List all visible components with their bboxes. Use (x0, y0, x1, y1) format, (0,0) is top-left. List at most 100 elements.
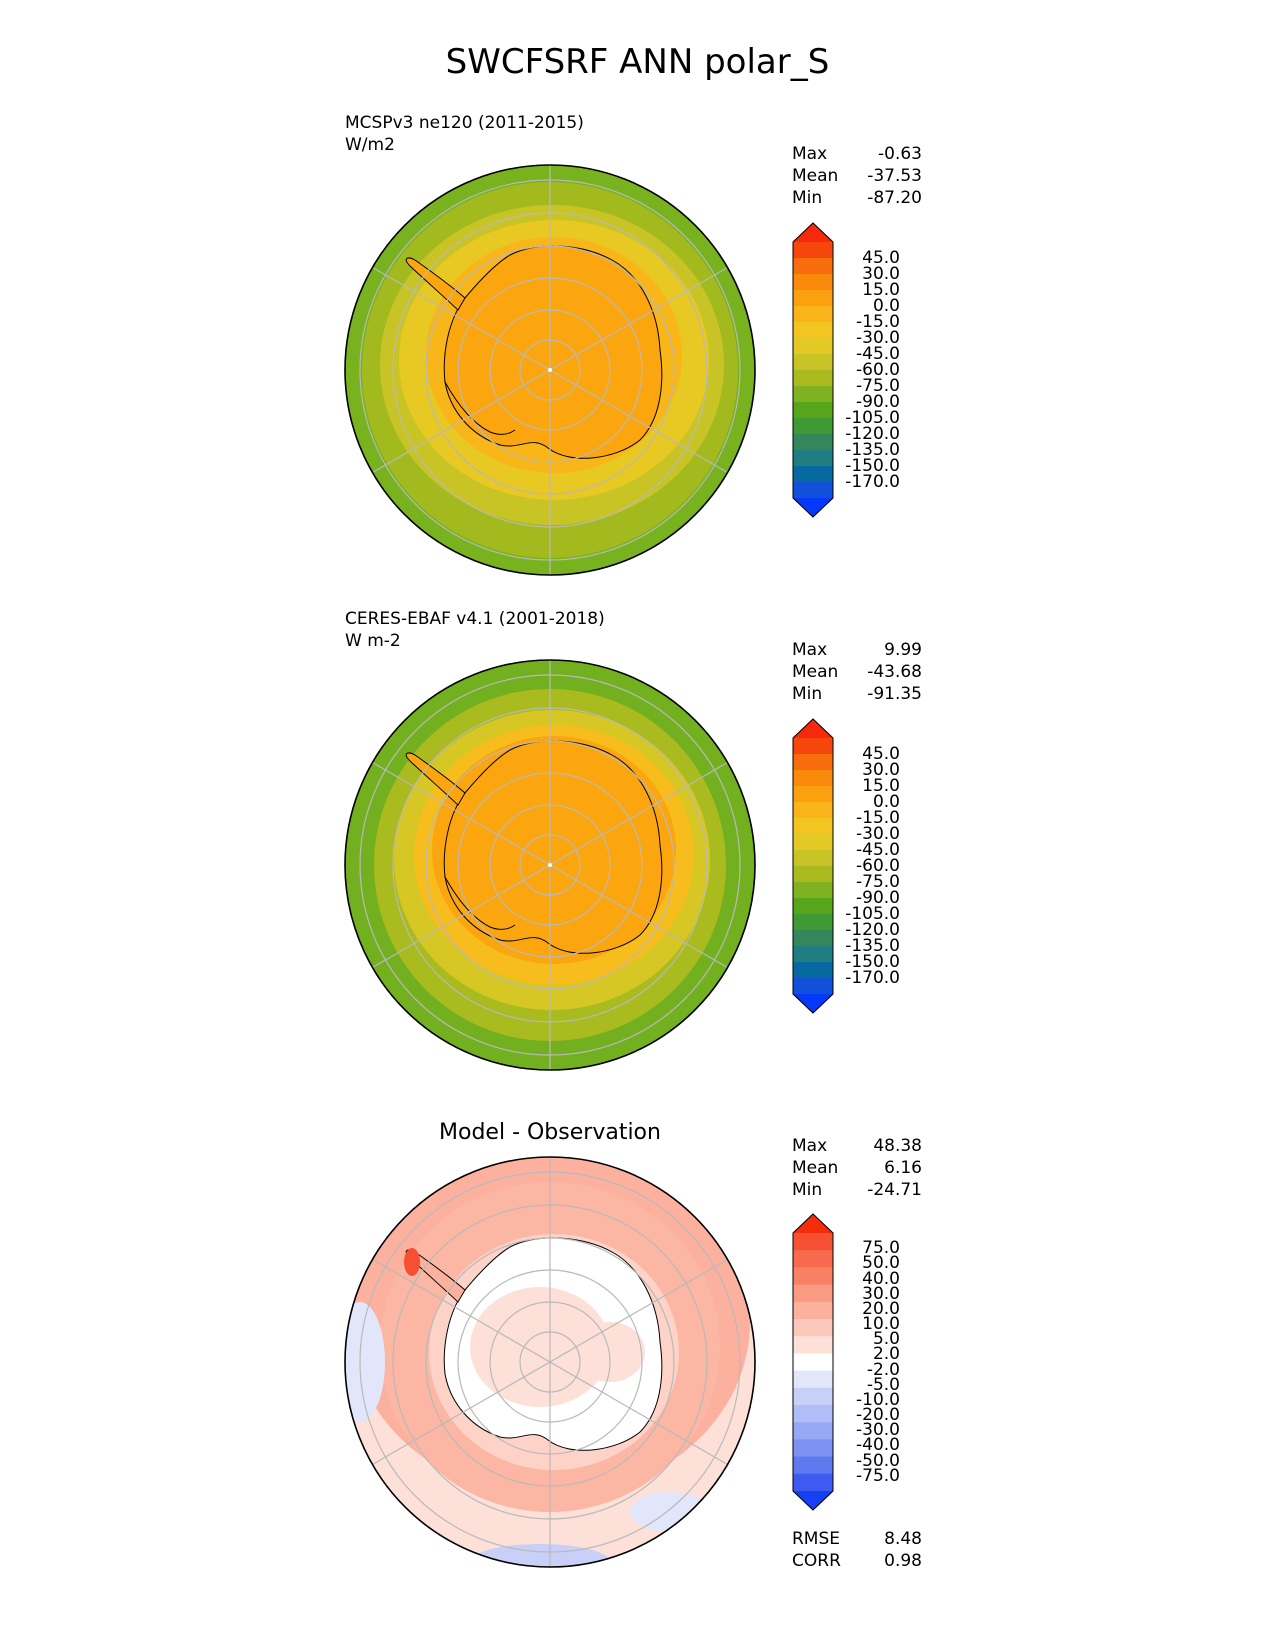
colorbar-segment (793, 786, 833, 803)
colorbar-segment (793, 802, 833, 819)
max-value: 48.38 (873, 1136, 922, 1156)
colorbar-tick-label: -45.0 (856, 840, 900, 860)
colorbar-tick-label: -30.0 (856, 1420, 900, 1441)
colorbar-segment (793, 306, 833, 323)
colorbar-segment (793, 930, 833, 947)
colorbar-segment (793, 242, 833, 259)
panel-3-map (344, 1156, 756, 1568)
colorbar-segment (793, 338, 833, 355)
colorbar-segment (793, 866, 833, 883)
colorbar-segment (793, 946, 833, 963)
min-label: Min (792, 1180, 823, 1200)
panel-1-stats: Max -0.63 Mean -37.53 Min -87.20 (792, 143, 922, 209)
colorbar-segment (793, 818, 833, 835)
colorbar-segment (793, 354, 833, 371)
colorbar-segment (793, 1422, 833, 1440)
panel-1-title: MCSPv3 ne120 (2011-2015) (345, 113, 584, 133)
ross-ice-shelf-coast (444, 381, 516, 435)
colorbar-tick-label: -150.0 (845, 952, 900, 972)
rmse-value: 8.48 (884, 1529, 922, 1549)
colorbar-tick-label: 0.0 (872, 296, 900, 316)
colorbar-segment (793, 1336, 833, 1354)
corr-value: 0.98 (884, 1551, 922, 1571)
colorbar-tick-label: -170.0 (845, 472, 900, 492)
colorbar-segment (793, 1473, 833, 1492)
colorbar-extension-bottom (793, 994, 833, 1013)
colorbar-tick-label: -5.0 (866, 1374, 900, 1395)
colorbar-tick-label: -20.0 (856, 1405, 900, 1426)
colorbar-tick-label: -50.0 (856, 1450, 900, 1471)
colorbar-tick-label: -105.0 (845, 904, 900, 924)
colorbar-tick-label: 75.0 (862, 1238, 900, 1259)
mean-label: Mean (792, 166, 839, 186)
colorbar-tick-label: -75.0 (856, 1465, 900, 1486)
colorbar-segment (793, 434, 833, 451)
colorbar-segment (793, 450, 833, 467)
max-label: Max (792, 1136, 828, 1156)
colorbar-tick-label: 2.0 (872, 1344, 900, 1365)
colorbar-tick-label: -60.0 (856, 856, 900, 876)
colorbar-segment (793, 402, 833, 419)
ross-ice-shelf-coast (444, 876, 516, 930)
panel-3-title: Model - Observation (439, 1120, 661, 1145)
panel-2-map (344, 659, 756, 1071)
figure-title: SWCFSRF ANN polar_S (445, 42, 830, 82)
colorbar-tick-label: -90.0 (856, 888, 900, 908)
colorbar-extension-top (793, 223, 833, 242)
panel-2-stats: Max 9.99 Mean -43.68 Min -91.35 (792, 639, 922, 705)
colorbar-segment (793, 770, 833, 787)
colorbar-tick-label: 40.0 (862, 1268, 900, 1289)
colorbar-segment (793, 1353, 833, 1372)
colorbar-outline (792, 718, 834, 1014)
map-border (344, 164, 756, 576)
colorbar-segment (793, 978, 833, 995)
colorbar-tick-label: -15.0 (856, 808, 900, 828)
min-value: -91.35 (867, 684, 922, 704)
colorbar-tick-label: -90.0 (856, 392, 900, 412)
pole-marker (548, 368, 552, 372)
colorbar-tick-label: -60.0 (856, 360, 900, 380)
panel-2-units: W m-2 (345, 631, 401, 651)
max-label: Max (792, 144, 828, 164)
mean-value: -37.53 (867, 166, 922, 186)
colorbar-segment (793, 1267, 833, 1286)
map-border (344, 1156, 756, 1568)
antarctica-landmass (443, 740, 663, 954)
colorbar-segment (793, 914, 833, 931)
colorbar-segment (793, 1370, 833, 1389)
colorbar-extension-top (793, 1214, 833, 1233)
colorbar-tick-label: -2.0 (866, 1359, 900, 1380)
diff-negative-patch (470, 1544, 610, 1567)
colorbar-segment (793, 834, 833, 851)
colorbar-tick-label: -40.0 (856, 1435, 900, 1456)
max-value: 9.99 (884, 640, 922, 660)
colorbar-tick-label: 30.0 (862, 1283, 900, 1304)
colorbar-tick-label: 45.0 (862, 248, 900, 268)
colorbar-segment (793, 1250, 833, 1268)
colorbar-tick-label: 30.0 (862, 760, 900, 780)
rmse-label: RMSE (792, 1529, 841, 1549)
colorbar-tick-label: 15.0 (862, 280, 900, 300)
colorbar-extension-bottom (793, 498, 833, 517)
colorbar-tick-label: -30.0 (856, 328, 900, 348)
colorbar-segment (793, 1233, 833, 1251)
colorbar-segment (793, 386, 833, 403)
colorbar-segment (793, 1456, 833, 1475)
colorbar-tick-label: -45.0 (856, 344, 900, 364)
mean-value: 6.16 (884, 1158, 922, 1178)
colorbar-tick-label: -15.0 (856, 312, 900, 332)
panel-1-units: W/m2 (345, 135, 395, 155)
colorbar-segment (793, 738, 833, 755)
mean-label: Mean (792, 1158, 839, 1178)
panel-2-colorbar (792, 718, 834, 1014)
colorbar-tick-label: -30.0 (856, 824, 900, 844)
colorbar-tick-label: -120.0 (845, 920, 900, 940)
colorbar-outline (792, 222, 834, 518)
min-label: Min (792, 188, 823, 208)
panel-1-map (344, 164, 756, 576)
colorbar-segment (793, 258, 833, 275)
colorbar-tick-label: 45.0 (862, 744, 900, 764)
colorbar-outline (792, 1213, 834, 1511)
polar-gridlines (359, 1157, 741, 1567)
panel-3-metrics: RMSE 8.48 CORR 0.98 (792, 1528, 922, 1572)
